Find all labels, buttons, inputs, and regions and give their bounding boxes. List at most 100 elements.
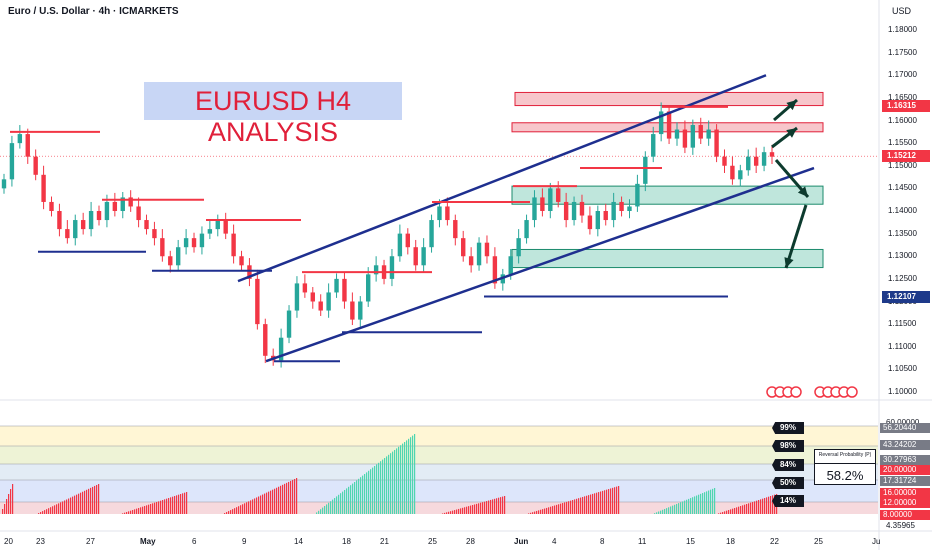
oscillator-bar (316, 512, 318, 514)
candle-body (65, 229, 70, 239)
oscillator-bar (82, 491, 84, 514)
oscillator-bar (670, 506, 672, 514)
oscillator-bar (482, 502, 484, 514)
oscillator-bar (460, 508, 462, 514)
oscillator-bar (184, 492, 186, 514)
oscillator-bar (564, 502, 566, 514)
y-tick-label: 1.17000 (888, 70, 917, 80)
candle-body (476, 242, 482, 266)
oscillator-bar (618, 486, 620, 514)
oscillator-bar (336, 496, 338, 514)
oscillator-bar (80, 492, 82, 514)
oscillator-band (0, 464, 878, 480)
reversal-probability-label: Reversal Probability (P) (818, 452, 872, 458)
x-tick-label: 25 (814, 537, 823, 546)
oscillator-bar (562, 503, 564, 514)
oscillator-bar (130, 510, 132, 514)
candle-body (231, 233, 236, 257)
oscillator-bar (268, 491, 270, 514)
candle-body (643, 156, 648, 184)
oscillator-bar (472, 505, 474, 514)
oscillator-bar (392, 451, 394, 514)
percentile-label: 98% (772, 440, 804, 452)
candle-body (532, 197, 537, 221)
candle-body (318, 301, 323, 311)
oscillator-bar (726, 510, 728, 514)
oscillator-bar (750, 502, 752, 514)
candle-body (160, 238, 165, 257)
oscillator-bar (442, 513, 444, 514)
x-tick-label: 20 (4, 537, 13, 546)
candle-body (104, 201, 110, 221)
candle-body (421, 247, 426, 266)
x-tick-label: 27 (86, 537, 95, 546)
candle-body (168, 256, 173, 266)
oscillator-bar (554, 505, 556, 514)
oscillator-bar (708, 490, 710, 514)
oscillator-bar (674, 504, 676, 514)
candle-body (215, 220, 220, 230)
oscillator-bar (4, 504, 6, 514)
oscillator-bar (278, 486, 280, 514)
candle-body (595, 211, 601, 230)
oscillator-bar (694, 496, 696, 514)
oscillator-bar (550, 506, 552, 514)
oscillator-bar (574, 499, 576, 514)
oscillator-bar (698, 494, 700, 514)
oscillator-bar (712, 488, 714, 514)
oscillator-bar (594, 493, 596, 514)
oscillator-bar (244, 503, 246, 514)
oscillator-bar (386, 456, 388, 514)
oscillator-bar (38, 513, 40, 514)
oscillator-value-tag: 12.00000 (880, 498, 930, 508)
candle-body (722, 156, 727, 166)
oscillator-bar (230, 510, 232, 514)
oscillator-bar (132, 510, 134, 514)
oscillator-bar (454, 510, 456, 514)
oscillator-bar (380, 461, 382, 514)
oscillator-bar (658, 511, 660, 514)
price-tag: 1.15212 (882, 150, 930, 163)
oscillator-bar (462, 507, 464, 514)
candle-body (112, 201, 118, 211)
x-tick-label: 15 (686, 537, 695, 546)
oscillator-bar (350, 485, 352, 514)
oscillator-bar (290, 480, 292, 514)
candle-body (191, 238, 197, 248)
support-zone (511, 185, 824, 205)
candle-body (484, 242, 490, 257)
oscillator-bar (740, 506, 742, 514)
currency-label[interactable]: USD (892, 6, 912, 16)
oscillator-bar (714, 488, 716, 514)
y-tick-label: 1.13000 (888, 251, 917, 261)
oscillator-bar (566, 501, 568, 514)
candle-body (492, 256, 498, 284)
x-tick-label: 8 (600, 537, 605, 546)
oscillator-bar (166, 498, 168, 514)
oscillator-bar (344, 490, 346, 514)
candle-body (350, 301, 355, 320)
oscillator-bar (56, 504, 58, 514)
oscillator-bar (444, 512, 446, 514)
oscillator-bar (384, 458, 386, 514)
candle-body (49, 201, 54, 211)
oscillator-bar (414, 434, 416, 514)
oscillator-bar (546, 507, 548, 514)
oscillator-bar (342, 491, 344, 514)
oscillator-bar (182, 493, 184, 514)
oscillator-bar (320, 509, 322, 514)
oscillator-bar (66, 499, 68, 514)
y-tick-label: 1.17500 (888, 47, 917, 57)
oscillator-bar (766, 497, 768, 514)
oscillator-bar (40, 512, 42, 514)
oscillator-bar (370, 469, 372, 514)
oscillator-bar (680, 502, 682, 514)
oscillator-bar (452, 510, 454, 514)
oscillator-bar (736, 507, 738, 514)
oscillator-bar (122, 513, 124, 514)
oscillator-bar (64, 500, 66, 514)
oscillator-bar (266, 492, 268, 514)
oscillator-bar (340, 493, 342, 514)
